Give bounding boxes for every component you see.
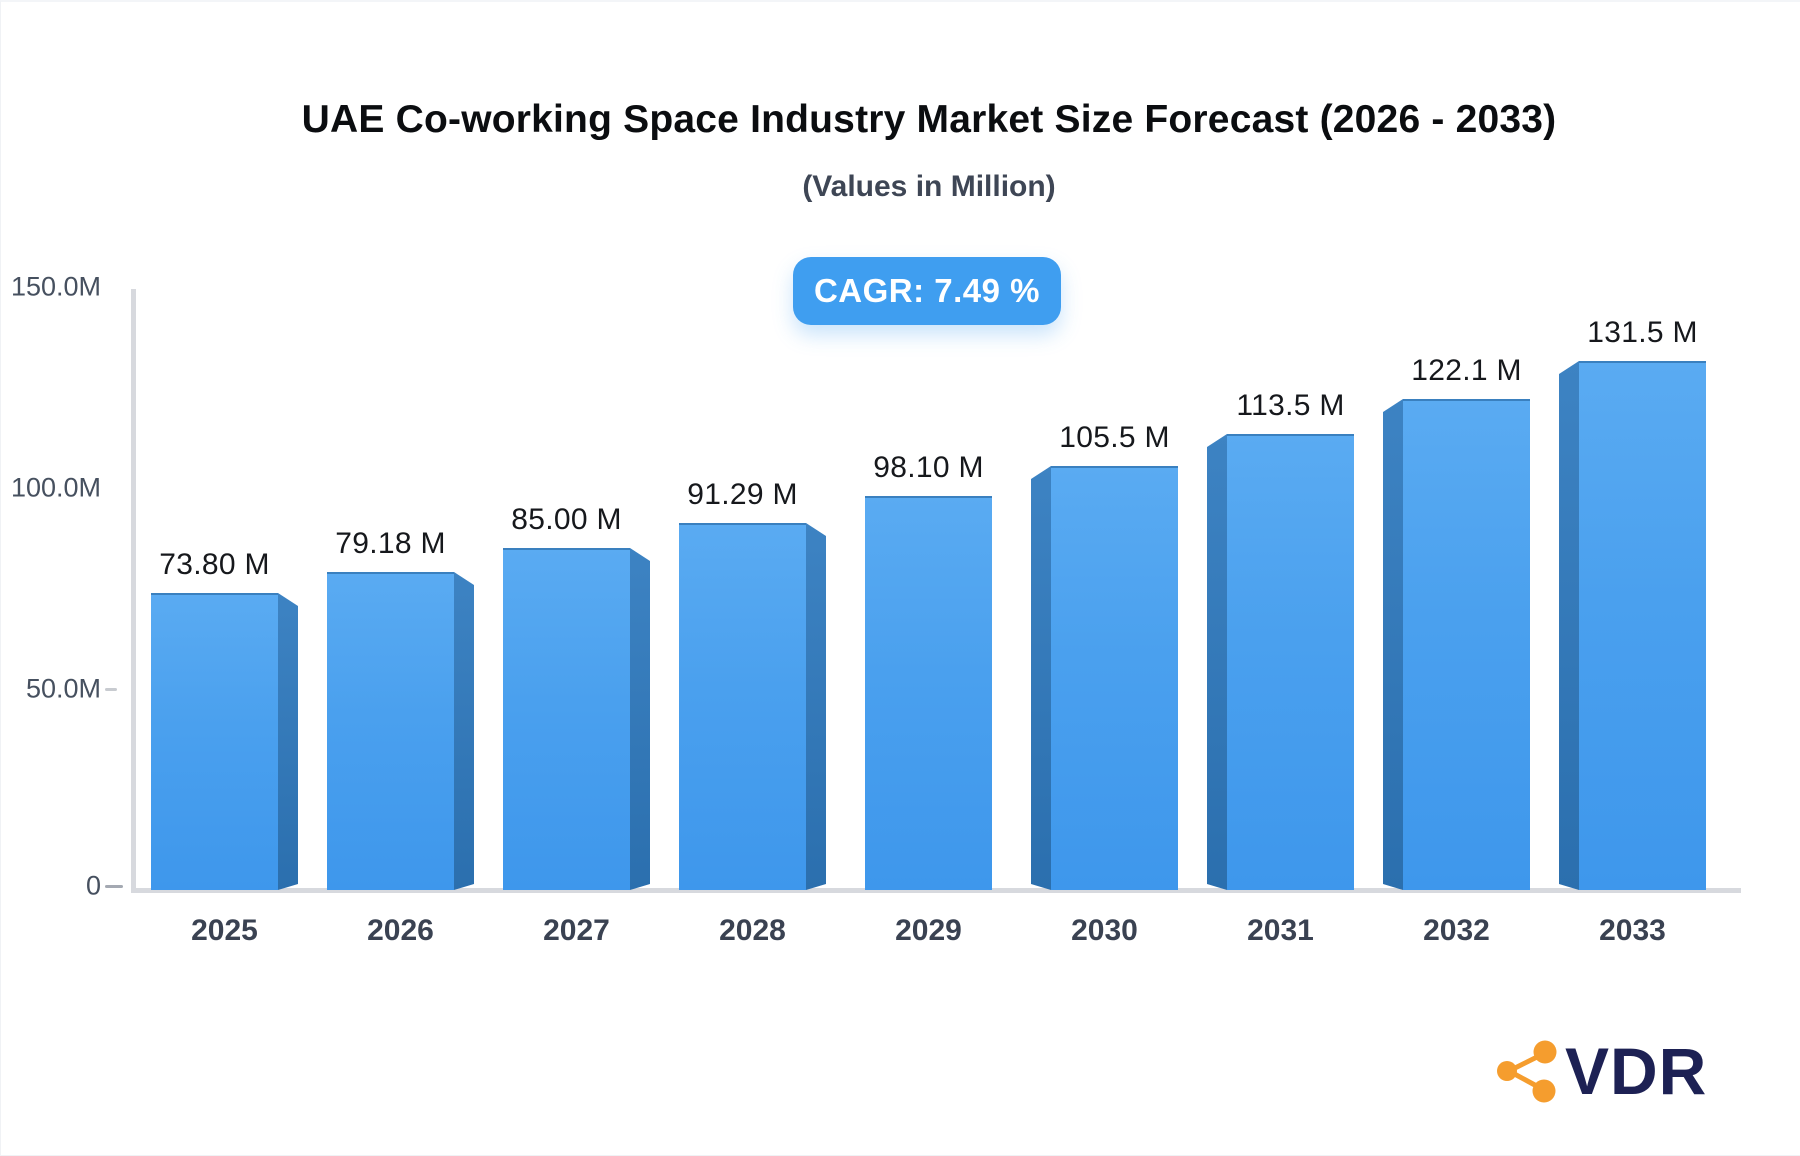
bar-side	[1207, 434, 1227, 890]
bar-value-label: 131.5 M	[1587, 316, 1698, 349]
chart-title: UAE Co-working Space Industry Market Siz…	[301, 98, 1557, 141]
bar-2030[interactable]	[1031, 466, 1178, 890]
y-axis-label: 100.0M	[10, 472, 101, 503]
bar-face	[1051, 466, 1178, 890]
bar-value-label: 85.00 M	[511, 503, 622, 536]
bar-side	[630, 548, 650, 890]
y-axis-line	[131, 289, 136, 893]
y-axis-label: 50.0M	[25, 673, 101, 704]
bar-side	[1383, 399, 1403, 890]
bar-side	[278, 593, 298, 890]
bar-face	[679, 523, 806, 890]
bar-face	[1579, 361, 1706, 890]
bar-face	[327, 572, 454, 890]
bar-2028[interactable]	[679, 523, 826, 890]
share-network-icon	[1497, 1040, 1557, 1103]
bar-value-label: 91.29 M	[687, 478, 798, 511]
bar-face	[1403, 399, 1530, 890]
bar-2033[interactable]	[1559, 361, 1706, 890]
x-axis-label: 2025	[191, 914, 258, 947]
x-axis-baseline	[131, 888, 1741, 893]
bar-value-label: 113.5 M	[1236, 389, 1345, 422]
x-axis-label: 2027	[543, 914, 610, 947]
y-axis-label: 0	[85, 870, 101, 901]
bar-value-label: 105.5 M	[1059, 421, 1170, 454]
bar-value-label: 98.10 M	[873, 451, 984, 484]
bar-side	[454, 572, 474, 890]
chart-subtitle: (Values in Million)	[802, 170, 1056, 203]
bar-face	[865, 496, 992, 890]
x-axis-label: 2031	[1247, 914, 1314, 947]
bar-value-label: 73.80 M	[159, 548, 270, 581]
bar-2029[interactable]	[865, 496, 992, 890]
bar-2026[interactable]	[327, 572, 474, 890]
bar-side	[1031, 466, 1051, 890]
bar-2027[interactable]	[503, 548, 650, 890]
x-axis-label: 2032	[1423, 914, 1490, 947]
bar-value-label: 122.1 M	[1411, 354, 1522, 387]
brand-logo: VDR	[1495, 1038, 1707, 1104]
bar-value-label: 79.18 M	[335, 527, 446, 560]
bar-face	[151, 593, 278, 890]
bar-2032[interactable]	[1383, 399, 1530, 890]
x-axis-label: 2029	[895, 914, 962, 947]
x-axis-label: 2026	[367, 914, 434, 947]
x-axis-label: 2028	[719, 914, 786, 947]
bar-face	[503, 548, 630, 890]
y-axis-tick	[105, 885, 123, 888]
x-axis-label: 2030	[1071, 914, 1138, 947]
y-axis-label: 150.0M	[10, 271, 101, 302]
y-axis-tick	[105, 688, 117, 691]
cagr-badge: CAGR: 7.49 %	[793, 257, 1061, 325]
brand-logo-text: VDR	[1565, 1034, 1708, 1108]
bar-side	[1559, 361, 1579, 890]
bar-2025[interactable]	[151, 593, 298, 890]
bar-face	[1227, 434, 1354, 890]
bar-2031[interactable]	[1207, 434, 1354, 890]
bar-side	[806, 523, 826, 890]
x-axis-label: 2033	[1599, 914, 1666, 947]
